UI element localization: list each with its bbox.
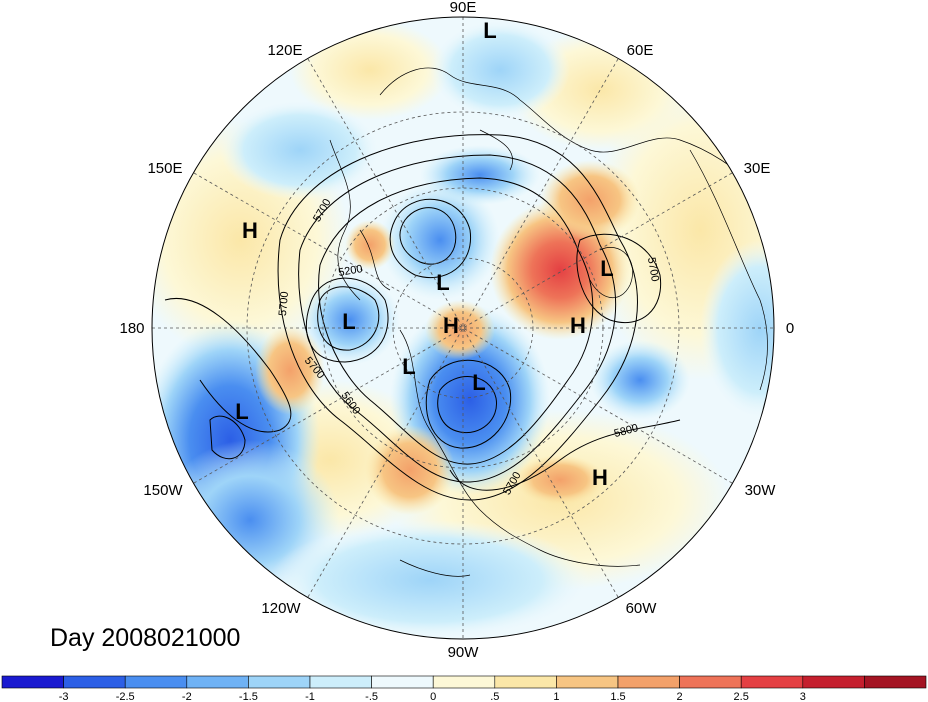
map-border — [151, 16, 775, 640]
pressure-centers: L H L L H L H L L L H — [235, 18, 613, 490]
low-center-marker: L — [235, 399, 248, 424]
colorbar-swatch — [740, 675, 804, 689]
low-center-marker: L — [472, 370, 485, 395]
colorbar-swatch — [124, 675, 188, 689]
high-center-marker: H — [570, 313, 586, 338]
lon-label-0: 0 — [786, 320, 794, 337]
low-center-marker: L — [402, 354, 415, 379]
lon-label-30e: 30E — [744, 160, 771, 177]
colorbar-tick-label: -2 — [182, 691, 192, 702]
high-center-marker: H — [443, 313, 459, 338]
colorbar-tick-label: -2.5 — [116, 691, 135, 702]
contour-label: 5700 — [645, 256, 661, 282]
colorbar-swatch — [248, 675, 311, 689]
lon-label-180: 180 — [119, 320, 144, 337]
lon-label-90w: 90W — [448, 644, 480, 661]
colorbar-swatch — [864, 675, 927, 689]
low-center-marker: L — [436, 270, 449, 295]
lon-label-150e: 150E — [147, 160, 182, 177]
lon-label-90e: 90E — [450, 0, 477, 16]
lon-label-120w: 120W — [261, 600, 301, 617]
longitude-labels: 90E 60E 30E 0 30W 60W 90W 120W 150W 180 … — [119, 0, 794, 661]
colorbar-swatch — [186, 675, 249, 689]
colorbar-tick-label: 2.5 — [734, 691, 749, 702]
lon-label-60e: 60E — [627, 42, 654, 59]
low-center-marker: L — [483, 18, 496, 43]
colorbar-swatch — [802, 675, 865, 689]
high-center-marker: H — [592, 465, 608, 490]
colorbar: -3 -2.5 -2 -1.5 -1 -.5 0 .5 1 1.5 2 2.5 3 — [1, 675, 927, 702]
colorbar-tick-label: -1.5 — [239, 691, 258, 702]
colorbar-swatch — [63, 675, 126, 689]
colorbar-swatch — [309, 675, 372, 689]
contour-label: 5200 — [337, 263, 363, 279]
lon-label-150w: 150W — [143, 482, 183, 499]
colorbar-tick-label: 1 — [553, 691, 559, 702]
colorbar-swatch — [1, 675, 64, 689]
colorbar-swatch — [556, 675, 619, 689]
lon-label-60w: 60W — [626, 600, 658, 617]
colorbar-swatch — [617, 675, 680, 689]
colorbar-tick-label: -3 — [59, 691, 69, 702]
colorbar-tick-label: -.5 — [365, 691, 378, 702]
low-center-marker: L — [342, 309, 355, 334]
colorbar-tick-label: 0 — [430, 691, 436, 702]
colorbar-swatch — [432, 675, 496, 689]
contour-label: 5700 — [277, 291, 291, 316]
lon-label-30w: 30W — [745, 482, 777, 499]
coastlines — [329, 67, 771, 577]
colorbar-tick-label: -1 — [305, 691, 315, 702]
colorbar-swatch — [679, 675, 742, 689]
colorbar-tick-label: 3 — [800, 691, 806, 702]
map-disc — [152, 17, 774, 639]
colorbar-tick-label: .5 — [490, 691, 499, 702]
lon-label-120e: 120E — [267, 42, 302, 59]
high-center-marker: H — [242, 218, 258, 243]
colorbar-swatch — [494, 675, 557, 689]
low-center-marker: L — [600, 256, 613, 281]
colorbar-tick-label: 2 — [677, 691, 683, 702]
colorbar-tick-label: 1.5 — [610, 691, 625, 702]
map-title: Day 2008021000 — [50, 624, 240, 652]
height-contours — [164, 134, 681, 501]
graticule — [152, 17, 774, 639]
colorbar-swatch — [371, 675, 434, 689]
